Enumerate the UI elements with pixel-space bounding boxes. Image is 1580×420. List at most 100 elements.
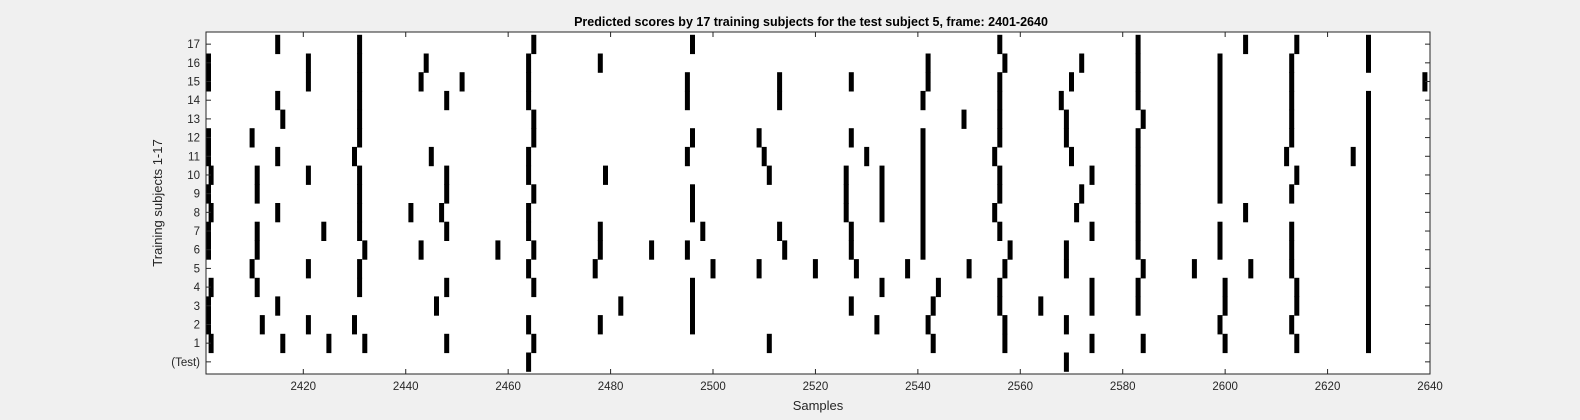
- y-tick-label: 2: [194, 319, 200, 331]
- event-mark: [1063, 315, 1069, 335]
- event-mark: [1002, 259, 1008, 279]
- event-mark: [1366, 333, 1371, 354]
- event-mark: [1089, 165, 1095, 185]
- event-mark: [357, 165, 363, 185]
- event-mark: [1135, 296, 1141, 316]
- event-mark: [997, 296, 1003, 316]
- event-mark: [444, 184, 450, 204]
- event-mark: [280, 109, 286, 129]
- event-mark: [1063, 259, 1069, 279]
- y-tick-label: 3: [194, 301, 200, 313]
- event-mark: [531, 34, 537, 55]
- event-mark: [1135, 277, 1141, 298]
- event-mark: [526, 221, 532, 241]
- event-mark: [208, 165, 214, 185]
- event-mark: [848, 240, 854, 260]
- event-mark: [879, 203, 885, 223]
- event-mark: [439, 203, 445, 223]
- event-mark: [526, 259, 532, 279]
- event-mark: [1222, 296, 1228, 316]
- event-mark: [1079, 53, 1085, 73]
- x-tick-label: 2620: [1315, 381, 1341, 393]
- y-tick-label: 10: [187, 170, 200, 182]
- event-mark: [1289, 184, 1295, 204]
- event-mark: [526, 72, 532, 92]
- event-mark: [1366, 53, 1371, 73]
- event-mark: [444, 165, 450, 185]
- x-tick-label: 2600: [1212, 381, 1238, 393]
- event-mark: [920, 221, 926, 241]
- event-mark: [1243, 34, 1249, 55]
- event-mark: [1217, 53, 1223, 73]
- event-mark: [1294, 333, 1300, 354]
- event-mark: [920, 203, 926, 223]
- event-mark: [1069, 72, 1074, 92]
- event-mark: [690, 184, 695, 204]
- y-tick-label: 7: [194, 226, 200, 238]
- event-mark: [684, 146, 690, 167]
- x-tick-label: 2560: [1007, 381, 1033, 393]
- event-mark: [531, 184, 537, 204]
- event-mark: [1222, 333, 1228, 354]
- event-mark: [597, 315, 603, 335]
- event-mark: [766, 165, 772, 185]
- raster-row-10: [208, 165, 1371, 185]
- event-mark: [597, 240, 603, 260]
- event-mark: [997, 128, 1003, 148]
- raster-row-8: [208, 203, 1371, 223]
- event-mark: [357, 128, 363, 148]
- event-mark: [531, 240, 537, 260]
- event-mark: [920, 184, 926, 204]
- event-mark: [1366, 240, 1371, 260]
- event-mark: [756, 259, 762, 279]
- event-mark: [1063, 352, 1069, 372]
- event-mark: [275, 296, 281, 316]
- event-mark: [690, 296, 695, 316]
- events-layer: [206, 34, 1428, 372]
- event-mark: [1366, 90, 1371, 111]
- event-mark: [1063, 128, 1069, 148]
- event-mark: [357, 90, 363, 111]
- event-mark: [208, 333, 214, 354]
- event-mark: [357, 53, 363, 73]
- event-mark: [997, 221, 1003, 241]
- event-mark: [357, 184, 363, 204]
- y-tick-label: 6: [194, 245, 200, 257]
- event-mark: [434, 296, 439, 316]
- event-mark: [920, 165, 926, 185]
- event-mark: [1248, 259, 1254, 279]
- event-mark: [966, 259, 972, 279]
- event-mark: [305, 165, 311, 185]
- x-tick-label: 2520: [803, 381, 829, 393]
- event-mark: [1038, 296, 1044, 316]
- event-mark: [249, 259, 255, 279]
- event-mark: [1350, 146, 1356, 167]
- event-mark: [531, 128, 537, 148]
- event-mark: [1063, 109, 1069, 129]
- event-mark: [843, 165, 849, 185]
- event-mark: [1366, 296, 1371, 316]
- event-mark: [992, 203, 998, 223]
- event-mark: [444, 277, 450, 298]
- y-axis-label: Training subjects 1-17: [150, 139, 165, 266]
- event-mark: [1289, 221, 1295, 241]
- event-mark: [782, 240, 788, 260]
- event-mark: [777, 221, 783, 241]
- event-mark: [1135, 221, 1141, 241]
- event-mark: [848, 128, 854, 148]
- event-mark: [1289, 315, 1295, 335]
- event-mark: [495, 240, 501, 260]
- event-mark: [1217, 128, 1223, 148]
- event-mark: [961, 109, 967, 129]
- event-mark: [1289, 109, 1295, 129]
- raster-row-7: [206, 221, 1371, 241]
- event-mark: [1135, 203, 1141, 223]
- event-mark: [1217, 90, 1223, 111]
- event-mark: [997, 184, 1003, 204]
- event-mark: [710, 259, 716, 279]
- y-tick-label: 1: [194, 338, 200, 350]
- event-mark: [526, 203, 532, 223]
- event-mark: [848, 221, 854, 241]
- event-mark: [444, 90, 450, 111]
- event-mark: [920, 128, 926, 148]
